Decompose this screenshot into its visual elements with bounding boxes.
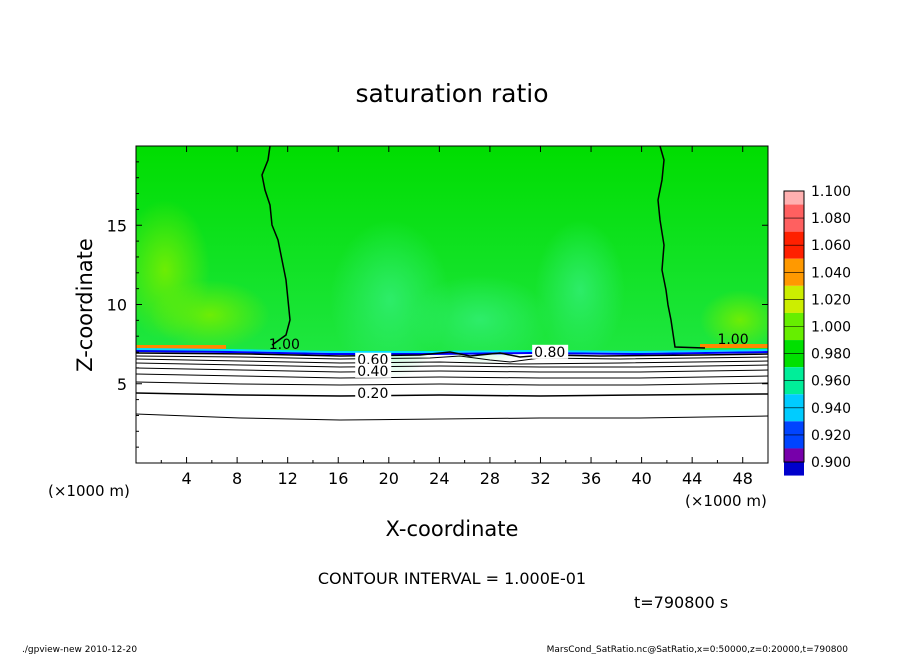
contour-0.40 — [136, 373, 768, 379]
colorbar-label: 0.980 — [811, 347, 851, 363]
contour-label: 0.80 — [534, 345, 565, 361]
x-tick-label: 44 — [682, 469, 702, 488]
colorbar-label: 1.080 — [811, 211, 851, 227]
contour-0.50 — [136, 367, 768, 373]
footer-left: ./gpview-new 2010-12-20 — [22, 645, 137, 654]
field-blob — [410, 275, 550, 365]
field-blob — [150, 280, 270, 350]
colorbar-label: 0.900 — [811, 455, 851, 471]
y-axis-label: Z-coordinate — [73, 238, 97, 372]
contour-label-bg — [532, 344, 569, 359]
chart-title: saturation ratio — [355, 79, 548, 108]
contour-label: 1.00 — [717, 332, 748, 348]
time-text: t=790800 s — [634, 593, 728, 612]
contour-0.60 — [136, 362, 768, 368]
contour-labels: 1.000.600.400.200.801.00 — [269, 332, 749, 402]
boundary-orange — [136, 345, 226, 349]
contour-1.00-left — [261, 146, 291, 346]
contour-label: 0.40 — [357, 364, 388, 380]
contour-0.30 — [136, 381, 768, 386]
plot-area: 1.000.600.400.200.801.00 — [136, 146, 768, 463]
y-tick-label: 5 — [117, 375, 127, 394]
x-tick-label: 16 — [328, 469, 348, 488]
contour-0.90 — [136, 351, 768, 358]
y-axis: 5 10 15 — [107, 161, 768, 448]
boundary-cyan — [136, 348, 768, 354]
contour-interval-text: CONTOUR INTERVAL = 1.000E-01 — [318, 569, 586, 588]
boundary-orange — [700, 344, 768, 348]
contour-0.20 — [136, 392, 768, 397]
x-tick-label: 24 — [429, 469, 449, 488]
colorbar: 1.100 1.080 1.060 1.040 1.020 1.000 0.980 0.960… — [783, 184, 851, 476]
colorbar-label: 0.940 — [811, 401, 851, 417]
colorbar-label: 0.960 — [811, 374, 851, 390]
x-tick-label: 28 — [480, 469, 500, 488]
field-blob — [535, 220, 625, 360]
y-tick-label: 15 — [107, 216, 127, 235]
x-axis: 4 8 12 16 20 24 28 32 36 40 44 48 — [160, 146, 753, 488]
x-unit-note-left: (×1000 m) — [48, 482, 130, 500]
x-tick-label: 36 — [581, 469, 601, 488]
contour-label: 0.20 — [357, 386, 388, 402]
colorbar-label: 1.000 — [811, 320, 851, 336]
colorbar-label: 1.100 — [811, 184, 851, 200]
colorbar-swatch — [784, 448, 804, 462]
colorbar-label: 0.920 — [811, 428, 851, 444]
x-tick-label: 32 — [530, 469, 550, 488]
contour-1.00-right — [657, 146, 706, 349]
contour-0.70 — [136, 358, 768, 365]
x-tick-label: 20 — [379, 469, 399, 488]
x-tick-label: 12 — [278, 469, 298, 488]
contour-label-bg — [355, 363, 392, 378]
colorbar-label: 1.020 — [811, 292, 851, 308]
contour-label-bg — [355, 352, 392, 367]
x-unit-note-right: (×1000 m) — [685, 492, 767, 510]
x-tick-label: 40 — [631, 469, 651, 488]
contour-lines — [136, 146, 768, 421]
colorbar-label: 1.040 — [811, 265, 851, 281]
contour-0.10 — [136, 413, 768, 421]
x-tick-label: 4 — [181, 469, 191, 488]
contour-label-bg — [355, 386, 392, 401]
footer-right: MarsCond_SatRatio.nc@SatRatio,x=0:50000,… — [547, 645, 849, 654]
colorbar-label: 1.060 — [811, 238, 851, 254]
x-axis-label: X-coordinate — [386, 517, 519, 541]
colorbar-swatch — [784, 191, 804, 205]
contour-0.80 — [136, 355, 768, 363]
x-tick-label: 8 — [232, 469, 242, 488]
y-tick-label: 10 — [107, 296, 127, 315]
contour-label: 1.00 — [269, 337, 300, 353]
field-blob — [700, 290, 768, 350]
x-tick-label: 48 — [733, 469, 753, 488]
